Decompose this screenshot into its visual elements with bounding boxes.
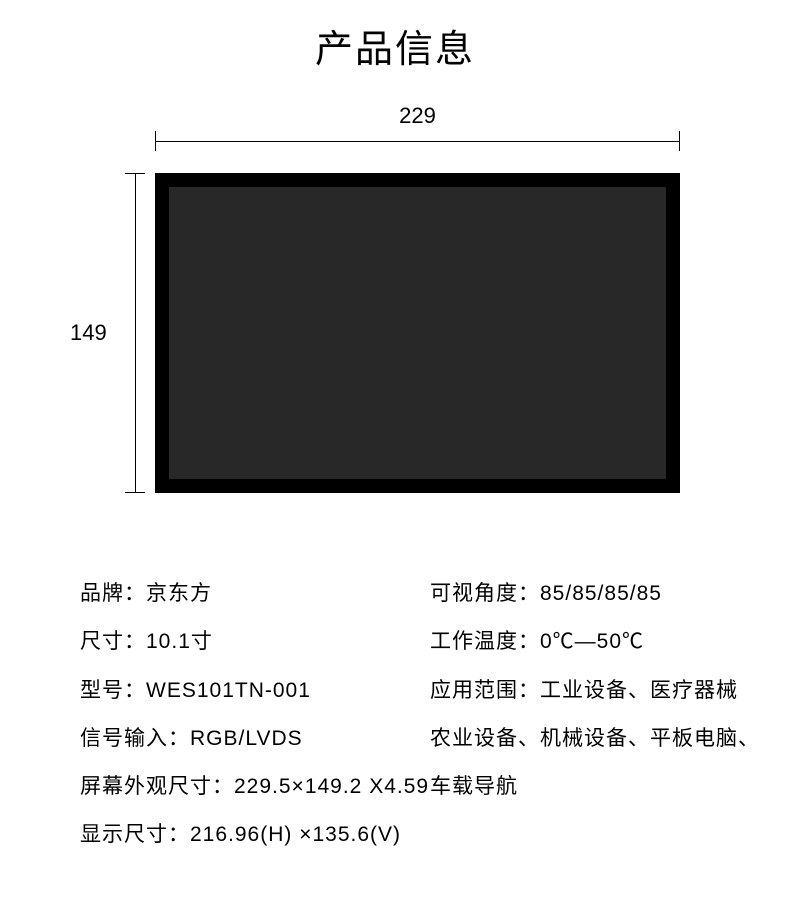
- height-dimension: 149: [70, 173, 155, 493]
- spec-value: 10.1寸: [146, 630, 213, 653]
- spec-label: 应用范围：: [430, 679, 540, 702]
- spec-label: 型号：: [80, 679, 146, 702]
- spec-row: 显示尺寸：216.96(H) ×135.6(V): [80, 811, 760, 859]
- spec-value: 229.5×149.2 X4.59: [234, 775, 429, 798]
- spec-item: 信号输入：RGB/LVDS: [80, 715, 430, 763]
- spec-value: 0℃—50℃: [540, 630, 644, 653]
- spec-list: 品牌：京东方 可视角度：85/85/85/85 尺寸：10.1寸 工作温度：0℃…: [80, 570, 760, 860]
- display-panel-screen: [169, 187, 666, 479]
- spec-label: 工作温度：: [430, 630, 540, 653]
- width-dimension: 229: [155, 103, 680, 151]
- spec-label: 可视角度：: [430, 582, 540, 605]
- spec-row: 型号：WES101TN-001 应用范围：工业设备、医疗器械: [80, 667, 760, 715]
- spec-item: 可视角度：85/85/85/85: [430, 570, 760, 618]
- display-panel: [155, 173, 680, 493]
- page-title: 产品信息: [0, 0, 790, 73]
- width-dimension-label: 229: [399, 103, 436, 131]
- spec-row: 品牌：京东方 可视角度：85/85/85/85: [80, 570, 760, 618]
- spec-value: 工业设备、医疗器械: [540, 679, 738, 702]
- spec-label: 品牌：: [80, 582, 146, 605]
- spec-value: 85/85/85/85: [540, 582, 662, 605]
- spec-item: 尺寸：10.1寸: [80, 618, 430, 666]
- width-dimension-line: [155, 131, 680, 151]
- spec-row: 尺寸：10.1寸 工作温度：0℃—50℃: [80, 618, 760, 666]
- spec-value: WES101TN-001: [146, 679, 311, 702]
- spec-item: 车载导航: [430, 763, 760, 811]
- spec-label: 屏幕外观尺寸：: [80, 775, 234, 798]
- spec-item: 显示尺寸：216.96(H) ×135.6(V): [80, 811, 430, 859]
- spec-value: 农业设备、机械设备、平板电脑、: [430, 727, 760, 750]
- spec-label: 尺寸：: [80, 630, 146, 653]
- spec-item: 农业设备、机械设备、平板电脑、: [430, 715, 760, 763]
- spec-item: 应用范围：工业设备、医疗器械: [430, 667, 760, 715]
- spec-row: 信号输入：RGB/LVDS 农业设备、机械设备、平板电脑、: [80, 715, 760, 763]
- spec-value: 216.96(H) ×135.6(V): [190, 823, 401, 846]
- spec-label: 信号输入：: [80, 727, 190, 750]
- height-dimension-label: 149: [70, 320, 107, 346]
- spec-label: 显示尺寸：: [80, 823, 190, 846]
- spec-row: 屏幕外观尺寸：229.5×149.2 X4.59 车载导航: [80, 763, 760, 811]
- spec-item: 型号：WES101TN-001: [80, 667, 430, 715]
- spec-value: 京东方: [146, 582, 212, 605]
- product-diagram: 229 149: [0, 103, 790, 533]
- spec-item: 屏幕外观尺寸：229.5×149.2 X4.59: [80, 763, 430, 811]
- spec-item: 工作温度：0℃—50℃: [430, 618, 760, 666]
- height-dimension-line: [125, 173, 145, 493]
- spec-item: [430, 811, 760, 859]
- spec-item: 品牌：京东方: [80, 570, 430, 618]
- spec-value: RGB/LVDS: [190, 727, 303, 750]
- spec-value: 车载导航: [430, 775, 518, 798]
